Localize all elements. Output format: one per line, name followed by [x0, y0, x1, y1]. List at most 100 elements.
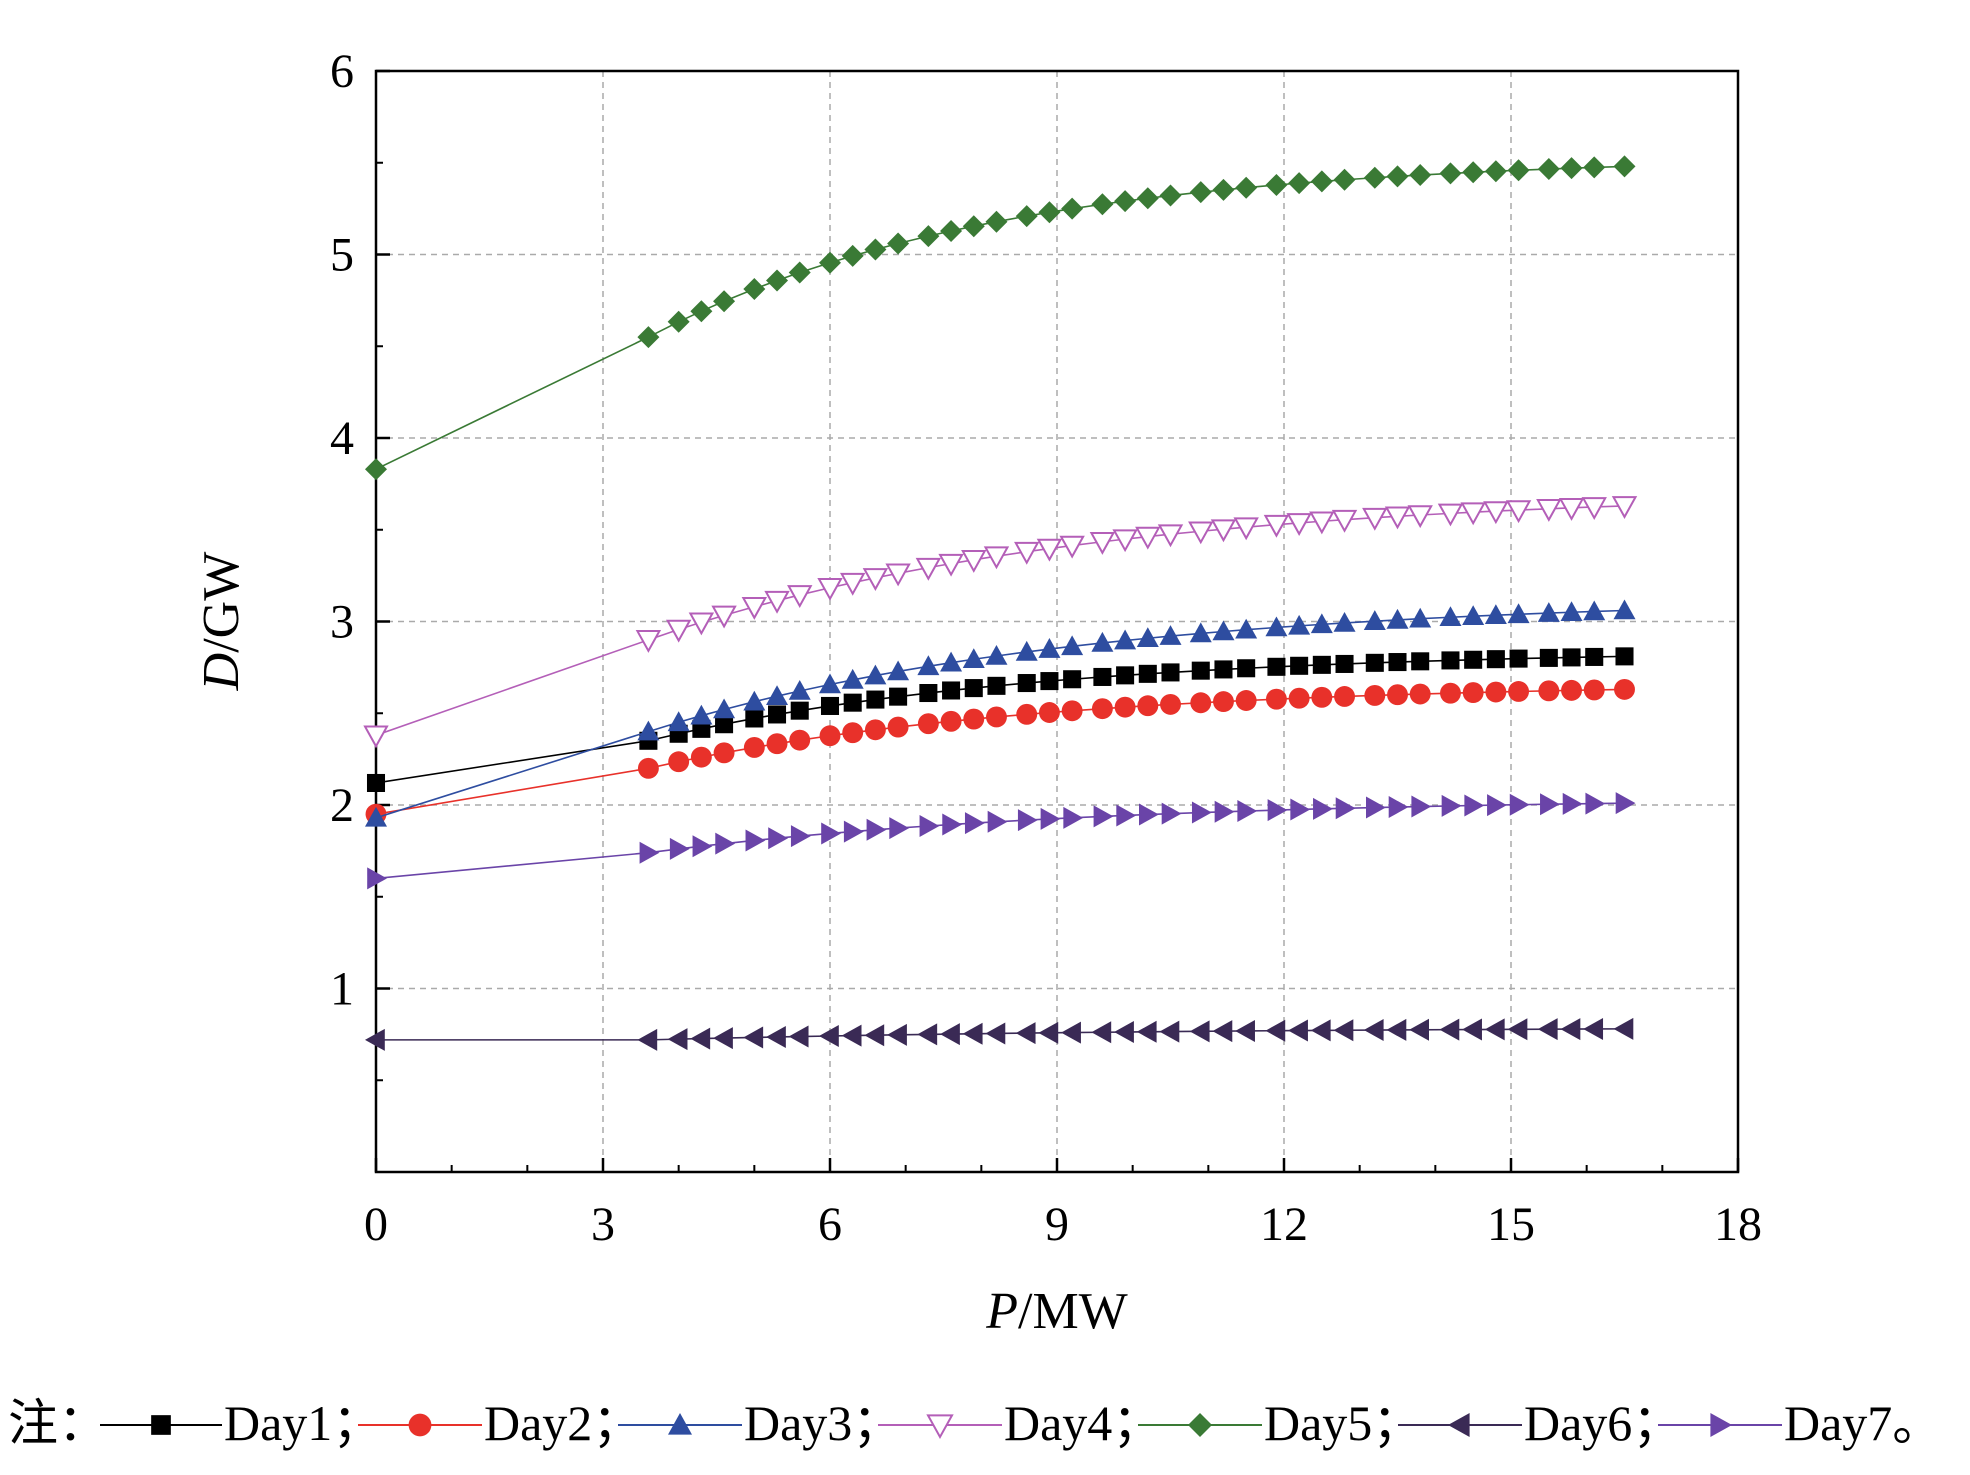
data-point — [864, 719, 886, 741]
data-point — [889, 687, 908, 706]
data-point — [690, 300, 713, 323]
data-point — [637, 1028, 658, 1051]
data-point — [1036, 538, 1063, 562]
legend-marker — [1188, 1413, 1212, 1437]
data-point — [1114, 696, 1136, 718]
data-point — [1139, 803, 1159, 826]
x-tick-label: 6 — [818, 1198, 842, 1251]
data-point — [1235, 176, 1258, 199]
data-point — [887, 232, 910, 255]
x-tick-label: 3 — [591, 1198, 615, 1251]
data-point — [864, 238, 887, 261]
data-point — [745, 829, 766, 852]
data-point — [1484, 1018, 1505, 1041]
x-tick-label: 15 — [1487, 1198, 1535, 1251]
data-point — [766, 269, 789, 292]
data-point — [1040, 672, 1059, 691]
data-point — [1615, 792, 1636, 815]
data-point — [1288, 1019, 1308, 1042]
data-point — [819, 725, 841, 747]
data-point — [1059, 535, 1085, 559]
data-point — [1016, 703, 1038, 725]
data-point — [1335, 797, 1356, 820]
data-point — [864, 664, 887, 685]
y-tick-label: 1 — [330, 963, 354, 1016]
data-point — [1265, 174, 1288, 197]
data-point — [1387, 684, 1408, 706]
data-point — [713, 698, 736, 719]
data-point — [1409, 607, 1432, 628]
data-point — [1386, 1018, 1407, 1041]
data-point — [964, 679, 983, 698]
data-point — [764, 590, 790, 614]
data-point — [1038, 201, 1061, 224]
data-point — [1362, 507, 1388, 531]
data-point — [963, 708, 985, 730]
data-point — [1581, 497, 1607, 521]
data-point — [1286, 513, 1312, 536]
data-point — [1189, 1020, 1210, 1043]
data-point — [1237, 659, 1256, 678]
y-tick-label: 2 — [330, 779, 354, 832]
data-point — [1212, 178, 1235, 201]
data-point — [940, 219, 963, 242]
data-point — [1562, 648, 1581, 667]
data-point — [366, 773, 386, 792]
data-point — [1290, 798, 1311, 821]
y-tick-label: 6 — [330, 45, 354, 98]
data-point — [1540, 793, 1560, 816]
data-point — [1486, 650, 1505, 669]
data-point — [1265, 1019, 1286, 1042]
data-point — [789, 729, 811, 751]
data-point — [1509, 649, 1528, 668]
data-point — [917, 1023, 938, 1046]
data-point — [887, 660, 910, 681]
legend-marker — [408, 1413, 432, 1437]
data-point — [766, 733, 788, 755]
data-point — [962, 1022, 983, 1045]
data-point — [1439, 162, 1462, 185]
data-point — [862, 568, 889, 591]
data-point — [363, 725, 389, 749]
data-point — [1409, 164, 1432, 187]
data-point — [1159, 1020, 1180, 1043]
data-point — [917, 225, 940, 248]
data-point — [635, 630, 662, 653]
data-point — [1288, 172, 1311, 195]
data-point — [788, 680, 811, 700]
data-point — [690, 1027, 711, 1050]
data-point — [889, 817, 910, 840]
data-point — [1235, 618, 1258, 639]
data-point — [1114, 1021, 1134, 1044]
data-point — [1233, 517, 1259, 541]
data-point — [1536, 498, 1562, 522]
data-point — [1560, 601, 1583, 622]
data-point — [1237, 800, 1258, 823]
data-point — [1210, 519, 1237, 543]
data-point — [1464, 650, 1483, 669]
data-point — [637, 326, 660, 349]
data-point — [1213, 691, 1234, 713]
data-point — [1114, 629, 1137, 650]
data-point — [841, 1024, 862, 1047]
series-day7 — [367, 792, 1636, 890]
data-point — [1366, 796, 1386, 819]
data-point — [1441, 651, 1460, 670]
data-point — [1137, 695, 1159, 717]
data-point — [1505, 500, 1532, 524]
data-point — [743, 737, 765, 758]
data-point — [711, 605, 737, 629]
data-point — [790, 825, 811, 848]
data-point — [1190, 692, 1212, 714]
data-point — [940, 1023, 960, 1046]
data-point — [1331, 509, 1358, 533]
data-point — [1507, 1018, 1528, 1041]
legend-marker — [668, 1413, 692, 1435]
x-axis-title: P/MW — [985, 1283, 1128, 1340]
data-point — [637, 720, 660, 741]
data-point — [1411, 795, 1432, 818]
data-point — [1267, 799, 1288, 822]
data-point — [1161, 663, 1180, 682]
data-point — [1509, 793, 1530, 816]
data-point — [1483, 501, 1509, 525]
